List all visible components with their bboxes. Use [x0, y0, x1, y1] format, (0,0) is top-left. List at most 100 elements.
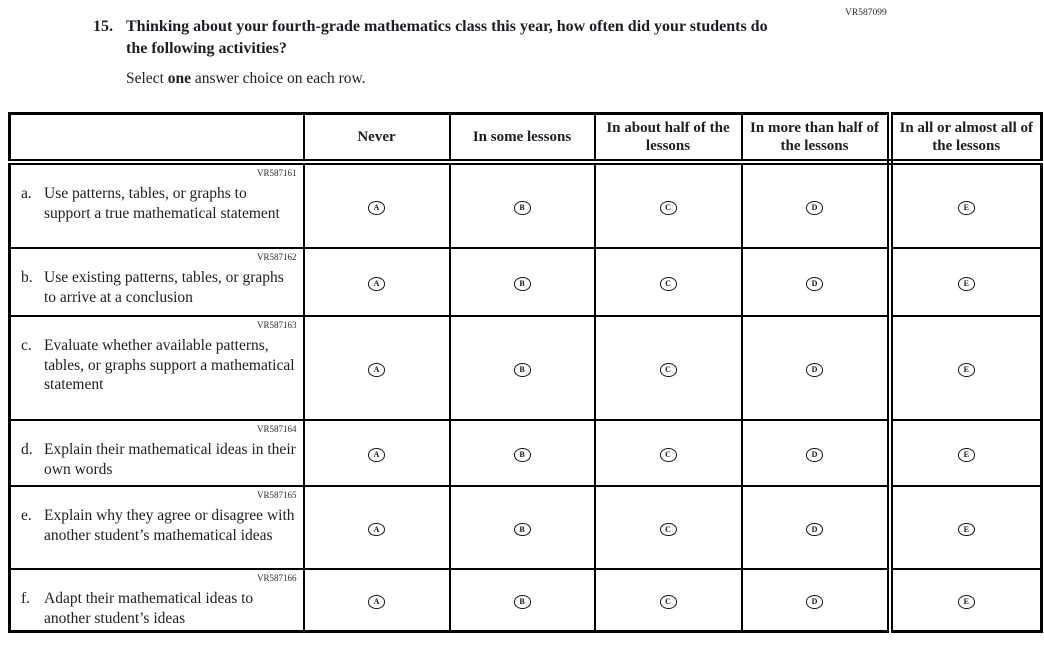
cell-a-about-half: C: [593, 161, 743, 249]
row-item: b. Use existing patterns, tables, or gra…: [21, 268, 297, 307]
table-row-f: VR587166 f. Adapt their mathematical ide…: [8, 568, 1043, 633]
cell-f-more-than-half: D: [740, 568, 893, 633]
row-letter: b.: [21, 269, 33, 286]
choice-bubble-b[interactable]: B: [513, 448, 531, 462]
choice-bubble-b[interactable]: B: [513, 363, 531, 377]
choice-bubble-d[interactable]: D: [806, 201, 823, 215]
row-code: VR587163: [256, 320, 297, 330]
question-text: Thinking about your fourth-grade mathema…: [126, 18, 768, 57]
choice-bubble-b[interactable]: B: [513, 201, 531, 215]
row-label-a: VR587161 a. Use patterns, tables, or gra…: [8, 161, 305, 249]
cell-a-all-or-almost-all: E: [888, 161, 1043, 249]
cell-a-more-than-half: D: [740, 161, 893, 249]
choice-bubble-e[interactable]: E: [957, 448, 975, 462]
cell-c-all-or-almost-all: E: [888, 315, 1043, 421]
cell-c-about-half: C: [593, 315, 743, 421]
instruction-suffix: answer choice on each row.: [191, 70, 366, 87]
row-code: VR587166: [256, 573, 297, 583]
column-header-more-than-half: In more than half of the lessons: [740, 112, 893, 165]
cell-e-about-half: C: [593, 485, 743, 570]
column-header-never: Never: [302, 112, 451, 165]
cell-d-never: A: [302, 419, 451, 487]
cell-f-all-or-almost-all: E: [888, 568, 1043, 633]
header-row: Never In some lessons In about half of t…: [8, 112, 1043, 165]
row-label-e: VR587165 e. Explain why they agree or di…: [8, 485, 305, 570]
row-code: VR587161: [256, 168, 297, 178]
choice-bubble-e[interactable]: E: [957, 522, 975, 537]
cell-d-more-than-half: D: [740, 419, 893, 487]
row-item: a. Use patterns, tables, or graphs to su…: [21, 184, 297, 223]
choice-bubble-c[interactable]: C: [659, 522, 677, 537]
choice-bubble-c[interactable]: C: [659, 277, 677, 291]
cell-f-about-half: C: [593, 568, 743, 633]
cell-c-some-lessons: B: [448, 315, 596, 421]
question-number: 15.: [93, 18, 113, 35]
instruction-prefix: Select: [126, 70, 168, 87]
cell-a-some-lessons: B: [448, 161, 596, 249]
cell-a-never: A: [302, 161, 451, 249]
choice-bubble-e[interactable]: E: [957, 277, 975, 291]
cell-d-all-or-almost-all: E: [888, 419, 1043, 487]
row-code: VR587162: [256, 252, 297, 262]
cell-b-about-half: C: [593, 247, 743, 317]
row-label-d: VR587164 d. Explain their mathematical i…: [8, 419, 305, 487]
row-letter: a.: [21, 185, 32, 202]
choice-bubble-c[interactable]: C: [659, 595, 677, 609]
choice-bubble-e[interactable]: E: [957, 363, 975, 377]
row-text: Explain their mathematical ideas in thei…: [44, 441, 296, 478]
choice-bubble-a[interactable]: A: [368, 448, 385, 462]
choice-bubble-a[interactable]: A: [368, 363, 385, 377]
choice-bubble-d[interactable]: D: [806, 522, 823, 537]
question-instruction: Select one answer choice on each row.: [126, 69, 813, 89]
choice-bubble-a[interactable]: A: [368, 595, 385, 609]
cell-f-some-lessons: B: [448, 568, 596, 633]
cell-e-more-than-half: D: [740, 485, 893, 570]
row-item: c. Evaluate whether available patterns, …: [21, 336, 297, 395]
row-label-c: VR587163 c. Evaluate whether available p…: [8, 315, 305, 421]
cell-f-never: A: [302, 568, 451, 633]
cell-b-all-or-almost-all: E: [888, 247, 1043, 317]
choice-bubble-c[interactable]: C: [659, 448, 677, 462]
cell-b-more-than-half: D: [740, 247, 893, 317]
choice-bubble-d[interactable]: D: [806, 595, 823, 609]
choice-bubble-b[interactable]: B: [513, 595, 531, 609]
choice-bubble-d[interactable]: D: [806, 448, 823, 462]
row-text: Use existing patterns, tables, or graphs…: [44, 269, 284, 306]
instruction-bold-word: one: [167, 70, 191, 87]
choice-bubble-d[interactable]: D: [806, 277, 823, 291]
table-row-e: VR587165 e. Explain why they agree or di…: [8, 485, 1043, 570]
cell-b-never: A: [302, 247, 451, 317]
choice-bubble-c[interactable]: C: [659, 363, 677, 377]
row-code: VR587165: [256, 490, 297, 500]
cell-c-more-than-half: D: [740, 315, 893, 421]
choice-bubble-a[interactable]: A: [368, 522, 385, 537]
choice-bubble-e[interactable]: E: [957, 595, 975, 609]
choice-bubble-a[interactable]: A: [368, 201, 385, 215]
choice-bubble-c[interactable]: C: [659, 201, 677, 215]
response-grid: Never In some lessons In about half of t…: [8, 112, 1043, 633]
table-row-a: VR587161 a. Use patterns, tables, or gra…: [8, 161, 1043, 249]
row-text: Explain why they agree or disagree with …: [44, 507, 295, 544]
table-row-c: VR587163 c. Evaluate whether available p…: [8, 315, 1043, 421]
choice-bubble-e[interactable]: E: [957, 201, 975, 215]
cell-e-never: A: [302, 485, 451, 570]
question-block: 15. Thinking about your fourth-grade mat…: [93, 16, 813, 89]
cell-e-some-lessons: B: [448, 485, 596, 570]
row-letter: d.: [21, 441, 33, 458]
question-body: Thinking about your fourth-grade mathema…: [126, 16, 813, 89]
column-header-about-half: In about half of the lessons: [593, 112, 743, 165]
choice-bubble-b[interactable]: B: [513, 277, 531, 291]
cell-b-some-lessons: B: [448, 247, 596, 317]
cell-d-some-lessons: B: [448, 419, 596, 487]
choice-bubble-a[interactable]: A: [368, 277, 385, 291]
cell-c-never: A: [302, 315, 451, 421]
row-text: Use patterns, tables, or graphs to suppo…: [44, 185, 280, 222]
form-code: VR587099: [845, 8, 887, 18]
row-item: f. Adapt their mathematical ideas to ano…: [21, 589, 297, 628]
row-letter: e.: [21, 507, 32, 524]
choice-bubble-d[interactable]: D: [806, 363, 823, 377]
row-label-f: VR587166 f. Adapt their mathematical ide…: [8, 568, 305, 633]
empty-header-cell: [8, 112, 305, 165]
choice-bubble-b[interactable]: B: [513, 522, 531, 537]
